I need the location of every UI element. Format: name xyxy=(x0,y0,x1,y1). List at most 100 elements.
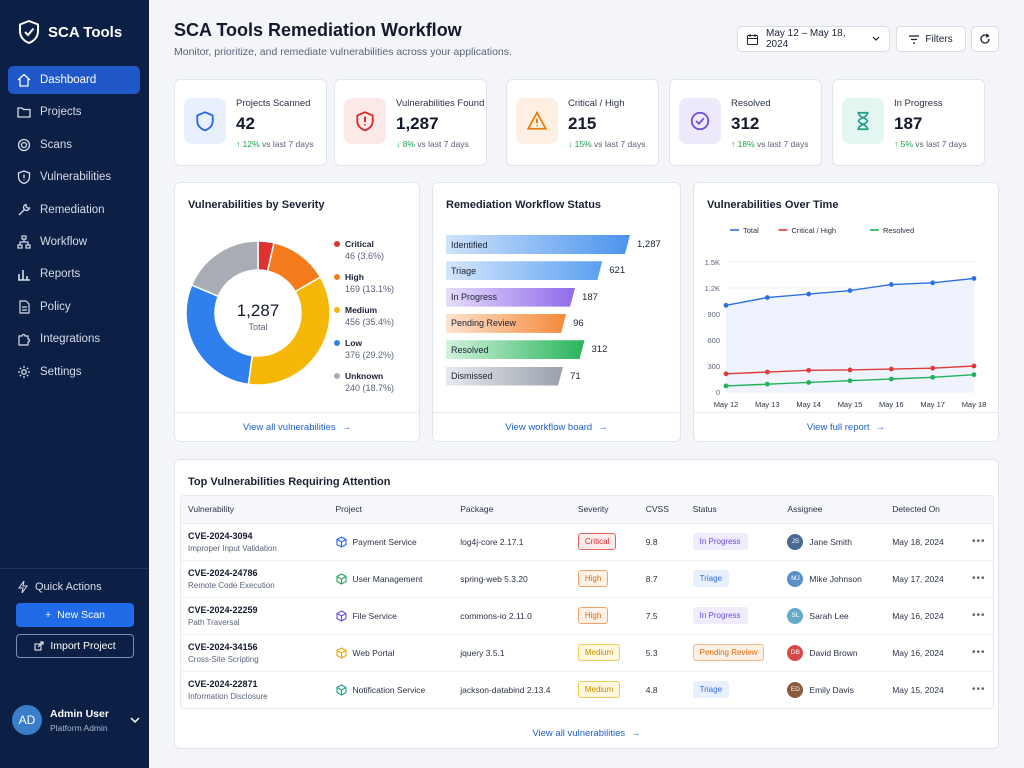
data-point[interactable] xyxy=(971,363,977,369)
data-point[interactable] xyxy=(971,276,977,281)
stat-trend-value: ↑ 5% xyxy=(894,139,913,149)
project-name[interactable]: User Management xyxy=(352,573,423,584)
donut-slice-medium[interactable] xyxy=(247,276,331,386)
workflow-bar-identified[interactable]: Identified xyxy=(446,235,630,254)
data-point[interactable] xyxy=(888,376,894,382)
cube-icon xyxy=(335,535,347,548)
data-point[interactable] xyxy=(723,383,729,389)
data-point[interactable] xyxy=(930,374,936,380)
table-row[interactable]: CVE-2024-34156 Cross-Site Scripting Web Po… xyxy=(181,634,993,672)
cve-id[interactable]: CVE-2024-22259 xyxy=(188,604,258,615)
more-options-icon[interactable]: ••• xyxy=(971,610,986,621)
cve-id[interactable]: CVE-2024-34156 xyxy=(188,641,258,652)
project-name[interactable]: File Service xyxy=(352,610,397,621)
workflow-bar-triage[interactable]: Triage xyxy=(446,261,602,280)
chevron-down-icon[interactable] xyxy=(130,716,140,724)
table-row[interactable]: CVE-2024-22871 Information Disclosure Noti… xyxy=(181,671,993,708)
stat-card-vulnerabilities-found[interactable]: Vulnerabilities Found 1,287 ↓ 8% vs last 7… xyxy=(334,79,487,166)
data-point[interactable] xyxy=(723,371,729,377)
sidebar-item-reports[interactable]: Reports xyxy=(8,260,140,288)
column-header-project[interactable]: Project xyxy=(328,496,454,524)
sidebar-item-policy[interactable]: Policy xyxy=(8,293,140,321)
workflow-bar-pending-review[interactable]: Pending Review xyxy=(446,314,566,333)
brand[interactable]: SCA Tools xyxy=(18,20,122,44)
sidebar-item-settings[interactable]: Settings xyxy=(8,358,140,386)
stat-card-critical-high[interactable]: Critical / High 215 ↓ 15% vs last 7 days xyxy=(506,79,659,166)
cve-id[interactable]: CVE-2024-22871 xyxy=(188,678,258,689)
data-point[interactable] xyxy=(930,280,936,286)
column-header-package[interactable]: Package xyxy=(453,496,571,524)
data-point[interactable] xyxy=(806,291,812,297)
legend-item-unknown: Unknown 240 (18.7%) xyxy=(334,371,394,393)
cell-assignee: ED Emily Davis xyxy=(780,671,885,708)
more-options-icon[interactable]: ••• xyxy=(971,684,986,696)
donut-slice-low[interactable] xyxy=(185,284,254,386)
column-header-severity[interactable]: Severity xyxy=(570,496,639,524)
view-all-vulnerabilities-table-link[interactable]: View all vulnerabilities → xyxy=(175,719,998,748)
donut-slice-unknown[interactable] xyxy=(190,240,259,298)
workflow-bar-dismissed[interactable]: Dismissed xyxy=(446,367,563,386)
stat-card-resolved[interactable]: Resolved 312 ↑ 18% vs last 7 days xyxy=(669,79,822,166)
stat-card-projects-scanned[interactable]: Projects Scanned 42 ↑ 12% vs last 7 days xyxy=(174,79,327,166)
data-point[interactable] xyxy=(806,380,812,385)
more-options-icon[interactable]: ••• xyxy=(971,536,986,547)
table-row[interactable]: CVE-2024-22259 Path Traversal File Service… xyxy=(181,597,993,635)
new-scan-label: New Scan xyxy=(57,609,105,621)
cell-vulnerability: CVE-2024-22871 Information Disclosure xyxy=(181,671,329,708)
cell-package: commons-io 2.11.0 xyxy=(453,597,571,635)
cve-id[interactable]: CVE-2024-24786 xyxy=(188,567,258,578)
view-workflow-board-link[interactable]: View workflow board → xyxy=(433,412,680,441)
sidebar-item-workflow[interactable]: Workflow xyxy=(8,228,140,256)
import-project-button[interactable]: Import Project xyxy=(16,634,134,658)
project-name[interactable]: Web Portal xyxy=(352,647,395,658)
more-options-icon[interactable]: ••• xyxy=(971,573,986,584)
data-point[interactable] xyxy=(806,367,812,373)
view-full-report-link[interactable]: View full report → xyxy=(694,412,998,441)
column-header-status[interactable]: Status xyxy=(685,496,781,524)
cve-id[interactable]: CVE-2024-3094 xyxy=(188,530,253,541)
project-name[interactable]: Payment Service xyxy=(352,536,417,547)
data-point[interactable] xyxy=(971,372,977,378)
sidebar-item-vulnerabilities[interactable]: Vulnerabilities xyxy=(8,163,140,191)
date-range-picker[interactable]: May 12 – May 18, 2024 xyxy=(737,26,890,52)
data-point[interactable] xyxy=(930,365,936,371)
column-header-vulnerability[interactable]: Vulnerability xyxy=(181,496,329,524)
sidebar-item-dashboard[interactable]: Dashboard xyxy=(8,66,140,94)
column-header-detected-on[interactable]: Detected On xyxy=(885,496,965,524)
filters-button[interactable]: Filters xyxy=(896,26,966,52)
sidebar-item-integrations[interactable]: Integrations xyxy=(8,325,140,353)
workflow-bar-resolved[interactable]: Resolved xyxy=(446,340,585,359)
table-row[interactable]: CVE-2024-24786 Remote Code Execution User … xyxy=(181,560,993,598)
user-menu[interactable]: AD Admin User Platform Admin xyxy=(12,705,140,735)
column-header-assignee[interactable]: Assignee xyxy=(780,496,886,524)
workflow-bar-value: 96 xyxy=(573,317,584,329)
avatar: JS xyxy=(787,533,804,550)
workflow-bar-value: 1,287 xyxy=(637,239,661,250)
project-name[interactable]: Notification Service xyxy=(352,684,426,695)
data-point[interactable] xyxy=(847,288,853,293)
sidebar-item-scans[interactable]: Scans xyxy=(8,131,140,159)
legend-value: 240 (18.7%) xyxy=(345,383,395,393)
import-icon xyxy=(34,641,44,651)
table-row[interactable]: CVE-2024-3094 Improper Input Validation Pa… xyxy=(181,523,993,561)
sidebar-item-projects[interactable]: Projects xyxy=(8,98,140,126)
new-scan-button[interactable]: + New Scan xyxy=(16,603,134,627)
column-header-cvss[interactable]: CVSS xyxy=(638,496,686,524)
data-point[interactable] xyxy=(847,367,853,373)
cell-project: Web Portal xyxy=(328,634,454,672)
data-point[interactable] xyxy=(888,282,894,287)
view-all-vulnerabilities-link[interactable]: View all vulnerabilities → xyxy=(175,412,419,441)
sidebar-item-label: Integrations xyxy=(40,333,101,346)
refresh-button[interactable] xyxy=(971,26,999,52)
sidebar-item-remediation[interactable]: Remediation xyxy=(8,196,140,224)
data-point[interactable] xyxy=(764,381,770,387)
data-point[interactable] xyxy=(847,378,853,384)
more-options-icon[interactable]: ••• xyxy=(971,647,986,658)
data-point[interactable] xyxy=(888,366,894,372)
data-point[interactable] xyxy=(723,302,729,308)
stat-card-in-progress[interactable]: In Progress 187 ↑ 5% vs last 7 days xyxy=(832,79,985,166)
cell-severity: High xyxy=(570,597,639,635)
workflow-bar-in-progress[interactable]: In Progress xyxy=(446,288,575,307)
data-point[interactable] xyxy=(764,369,770,375)
data-point[interactable] xyxy=(764,295,770,300)
